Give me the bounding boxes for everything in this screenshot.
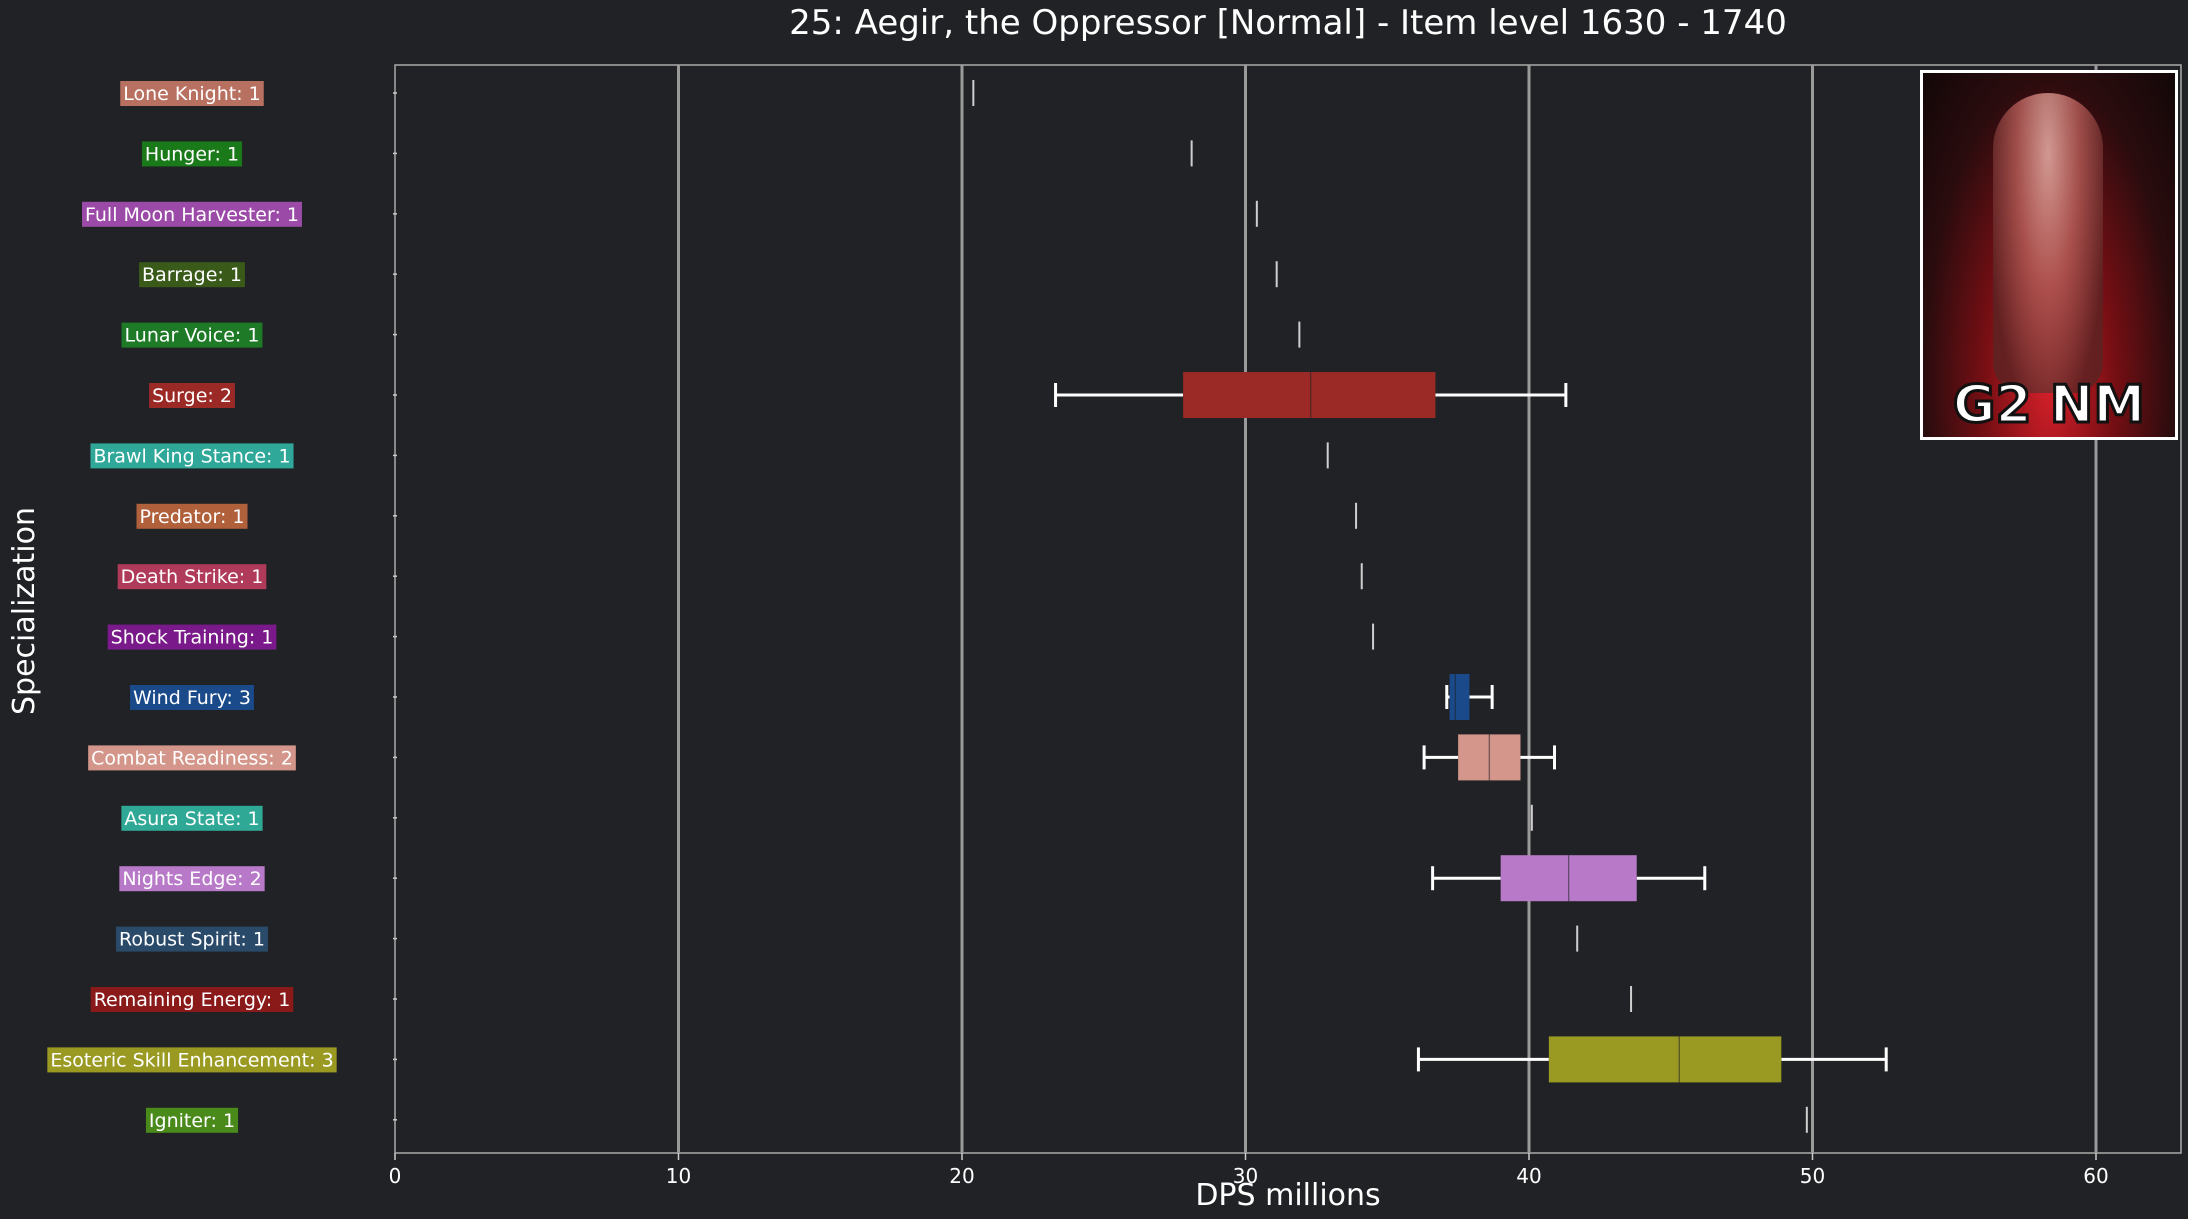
label-background [121,805,263,831]
category-label-text: Brawl King Stance: 1 [93,445,290,467]
x-tick-label-50: 50 [1800,1164,1825,1188]
category-label-2: Full Moon Harvester: 1 [82,201,302,227]
label-background [119,866,265,892]
category-label-1: Hunger: 1 [141,141,243,167]
label-background [149,383,235,408]
iqr-box [1449,674,1470,720]
x-tick-label-40: 40 [1516,1164,1541,1188]
iqr-box [1548,1036,1782,1083]
y-tick-labels: Lone Knight: 1 Hunger: 1 Full Moon Harvest… [47,81,397,1133]
category-label-8: Death Strike: 1 [117,564,267,590]
box-5 [1054,372,1568,418]
label-background [136,503,248,529]
label-background [121,322,263,348]
category-label-text: Esoteric Skill Enhancement: 3 [50,1049,333,1071]
x-tick-label-60: 60 [2083,1164,2108,1188]
plot-area [394,64,2182,1154]
category-label-14: Robust Spirit: 1 [116,926,268,952]
category-label-9: Shock Training: 1 [107,624,277,650]
category-label-4: Lunar Voice: 1 [121,322,263,348]
category-label-text: Igniter: 1 [149,1110,235,1132]
category-label-text: Surge: 2 [152,385,232,407]
category-label-13: Nights Edge: 2 [119,866,265,892]
category-label-text: Asura State: 1 [124,808,259,830]
label-background [145,1107,239,1133]
category-label-text: Lone Knight: 1 [123,83,261,105]
label-background [139,262,245,288]
x-tick-label-10: 10 [666,1164,691,1188]
category-label-text: Remaining Energy: 1 [94,989,291,1011]
box-10 [1445,674,1494,720]
boss-figure-image [1993,93,2103,393]
label-background [47,1047,337,1073]
label-background [82,201,302,227]
x-tick-label-30: 30 [1233,1164,1258,1188]
category-label-text: Wind Fury: 3 [133,687,251,709]
x-tick-label-0: 0 [389,1164,402,1188]
label-background [141,141,243,167]
iqr-box [1183,372,1436,418]
category-label-10: Wind Fury: 3 [130,685,254,710]
category-label-17: Igniter: 1 [145,1107,239,1133]
label-background [90,987,294,1012]
boss-thumbnail: G2 NM [1920,70,2178,440]
category-label-text: Shock Training: 1 [111,627,274,649]
label-background [107,624,277,650]
grid [677,65,2098,1153]
category-label-text: Combat Readiness: 2 [91,747,293,769]
category-label-3: Barrage: 1 [139,262,245,288]
category-label-16: Esoteric Skill Enhancement: 3 [47,1047,337,1073]
category-label-text: Predator: 1 [140,506,245,528]
label-background [88,745,296,771]
x-tick-label-20: 20 [949,1164,974,1188]
category-label-0: Lone Knight: 1 [120,81,264,106]
category-label-7: Predator: 1 [136,503,248,529]
category-label-text: Barrage: 1 [142,264,242,286]
category-label-6: Brawl King Stance: 1 [90,443,294,469]
category-label-12: Asura State: 1 [121,805,263,831]
thumbnail-caption: G2 NM [1951,374,2146,437]
label-background [90,443,294,469]
box-13 [1431,855,1707,902]
category-label-text: Lunar Voice: 1 [125,325,260,347]
label-background [130,685,254,710]
boxes [972,80,1888,1133]
label-background [117,564,267,590]
label-background [116,926,268,952]
x-axis-title: DPS millions [1195,1178,1380,1213]
category-label-5: Surge: 2 [149,383,235,408]
chart-title: 25: Aegir, the Oppressor [Normal] - Item… [789,3,1787,43]
category-label-text: Robust Spirit: 1 [119,929,265,951]
category-label-text: Full Moon Harvester: 1 [85,204,299,226]
box-16 [1416,1036,1888,1083]
category-label-text: Death Strike: 1 [121,566,264,588]
category-label-text: Nights Edge: 2 [122,868,261,890]
x-tick-labels: 0 10 20 30 40 50 60 [389,1153,2109,1188]
box-11 [1422,734,1557,781]
category-label-text: Hunger: 1 [145,143,239,165]
category-label-11: Combat Readiness: 2 [88,745,296,771]
y-axis-title: Specialization [7,507,42,715]
label-background [120,81,264,106]
category-label-15: Remaining Energy: 1 [90,987,294,1012]
